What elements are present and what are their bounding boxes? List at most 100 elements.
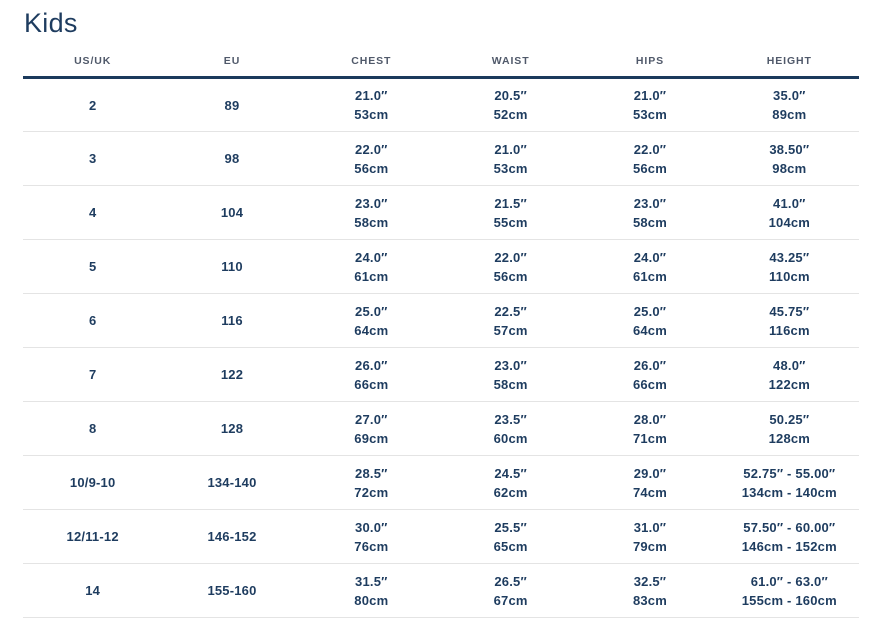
table-row: 10/9-10 134-140 28.5″ 72cm 24.5″ 62cm 29… bbox=[23, 455, 859, 510]
waist-cm-value: 53cm bbox=[493, 160, 528, 176]
cell-us-uk: 12/11-12 bbox=[23, 509, 163, 564]
hips-inches-value: 29.0″ bbox=[633, 465, 667, 481]
hips-inches-value: 21.0″ bbox=[633, 88, 667, 103]
cell-us-uk: 14 bbox=[23, 563, 163, 618]
table-row: 2 89 21.0″ 53cm 20.5″ 52cm 21.0″ 53cm 35… bbox=[23, 77, 859, 132]
cell-eu: 134-140 bbox=[162, 455, 302, 510]
cell-us-uk: 4 bbox=[23, 185, 163, 240]
eu-value: 122 bbox=[220, 367, 244, 382]
eu-value: 104 bbox=[220, 205, 244, 220]
cell-chest: 23.0″ 58cm bbox=[301, 185, 441, 240]
chest-inches-value: 25.0″ bbox=[355, 303, 388, 319]
table-row: 6 116 25.0″ 64cm 22.5″ 57cm 25.0″ 64cm 4… bbox=[23, 293, 859, 348]
us-uk-value: 12/11-12 bbox=[66, 529, 119, 544]
waist-cm-value: 57cm bbox=[493, 322, 528, 338]
cell-waist: 26.5″ 67cm bbox=[440, 563, 581, 618]
column-header-us-uk: US/UK bbox=[23, 55, 163, 79]
waist-inches-value: 21.5″ bbox=[494, 195, 527, 211]
height-inches-value: 45.75″ bbox=[769, 303, 810, 319]
table-header: US/UK EU CHEST WAIST HIPS HEIGHT bbox=[23, 55, 859, 79]
waist-cm-value: 56cm bbox=[493, 268, 528, 284]
waist-inches-value: 24.5″ bbox=[494, 465, 527, 481]
us-uk-value: 14 bbox=[85, 583, 101, 598]
cell-waist: 23.5″ 60cm bbox=[440, 401, 581, 456]
table-row: 14 155-160 31.5″ 80cm 26.5″ 67cm 32.5″ 8… bbox=[23, 563, 859, 618]
height-cm-value: 155cm - 160cm bbox=[741, 592, 837, 608]
chest-inches-value: 24.0″ bbox=[355, 249, 388, 265]
cell-chest: 21.0″ 53cm bbox=[301, 77, 441, 132]
cell-us-uk: 10/9-10 bbox=[23, 455, 163, 510]
us-uk-value: 3 bbox=[88, 151, 97, 166]
cell-height: 52.75″ - 55.00″ 134cm - 140cm bbox=[719, 455, 859, 510]
us-uk-value: 7 bbox=[88, 367, 97, 382]
table-header-row: US/UK EU CHEST WAIST HIPS HEIGHT bbox=[23, 55, 859, 79]
table-row: 7 122 26.0″ 66cm 23.0″ 58cm 26.0″ 66cm 4… bbox=[23, 347, 859, 402]
height-inches-value: 52.75″ - 55.00″ bbox=[743, 465, 836, 481]
cell-hips: 25.0″ 64cm bbox=[580, 293, 720, 348]
chest-cm-value: 56cm bbox=[354, 160, 389, 176]
cell-waist: 20.5″ 52cm bbox=[440, 77, 581, 132]
height-cm-value: 128cm bbox=[768, 430, 811, 446]
us-uk-value: 6 bbox=[88, 313, 97, 328]
eu-value: 146-152 bbox=[207, 529, 257, 544]
cell-eu: 122 bbox=[162, 347, 302, 402]
chest-inches-value: 27.0″ bbox=[355, 411, 388, 427]
height-cm-value: 89cm bbox=[772, 107, 807, 122]
cell-height: 48.0″ 122cm bbox=[719, 347, 859, 402]
hips-cm-value: 58cm bbox=[632, 214, 667, 230]
height-inches-value: 41.0″ bbox=[773, 195, 806, 211]
cell-waist: 25.5″ 65cm bbox=[440, 509, 581, 564]
cell-eu: 110 bbox=[162, 239, 302, 294]
eu-value: 98 bbox=[224, 151, 240, 166]
column-header-height: HEIGHT bbox=[719, 55, 859, 79]
cell-height: 38.50″ 98cm bbox=[719, 131, 859, 186]
cell-eu: 146-152 bbox=[162, 509, 302, 564]
cell-chest: 25.0″ 64cm bbox=[301, 293, 441, 348]
waist-inches-value: 25.5″ bbox=[494, 519, 527, 535]
chest-cm-value: 53cm bbox=[354, 107, 389, 122]
column-header-eu: EU bbox=[162, 55, 302, 79]
waist-inches-value: 20.5″ bbox=[494, 88, 527, 103]
cell-us-uk: 6 bbox=[23, 293, 163, 348]
cell-hips: 26.0″ 66cm bbox=[580, 347, 720, 402]
table-row: 12/11-12 146-152 30.0″ 76cm 25.5″ 65cm 3… bbox=[23, 509, 859, 564]
cell-height: 45.75″ 116cm bbox=[719, 293, 859, 348]
hips-cm-value: 74cm bbox=[632, 484, 667, 500]
size-chart-page: Kids US/UK EU CHEST WAIST HIPS HEIGHT 2 … bbox=[0, 8, 892, 622]
cell-height: 43.25″ 110cm bbox=[719, 239, 859, 294]
cell-hips: 28.0″ 71cm bbox=[580, 401, 720, 456]
waist-inches-value: 23.5″ bbox=[494, 411, 527, 427]
cell-us-uk: 5 bbox=[23, 239, 163, 294]
waist-inches-value: 26.5″ bbox=[494, 573, 527, 589]
cell-chest: 26.0″ 66cm bbox=[301, 347, 441, 402]
height-inches-value: 43.25″ bbox=[769, 249, 810, 265]
cell-chest: 31.5″ 80cm bbox=[301, 563, 441, 618]
hips-cm-value: 53cm bbox=[632, 107, 667, 122]
cell-eu: 98 bbox=[162, 131, 302, 186]
cell-us-uk: 2 bbox=[23, 77, 163, 132]
cell-height: 57.50″ - 60.00″ 146cm - 152cm bbox=[719, 509, 859, 564]
cell-waist: 23.0″ 58cm bbox=[440, 347, 581, 402]
hips-inches-value: 32.5″ bbox=[633, 573, 667, 589]
cell-waist: 22.0″ 56cm bbox=[440, 239, 581, 294]
hips-cm-value: 79cm bbox=[632, 538, 667, 554]
waist-cm-value: 60cm bbox=[493, 430, 528, 446]
height-cm-value: 116cm bbox=[768, 322, 810, 338]
waist-inches-value: 22.0″ bbox=[494, 249, 527, 265]
cell-chest: 30.0″ 76cm bbox=[301, 509, 441, 564]
kids-size-table: US/UK EU CHEST WAIST HIPS HEIGHT 2 89 21… bbox=[23, 55, 859, 618]
chest-inches-value: 22.0″ bbox=[355, 141, 388, 157]
us-uk-value: 8 bbox=[88, 421, 97, 436]
chest-cm-value: 76cm bbox=[354, 538, 389, 554]
height-cm-value: 110cm bbox=[768, 268, 810, 284]
cell-eu: 155-160 bbox=[162, 563, 302, 618]
cell-eu: 128 bbox=[162, 401, 302, 456]
waist-cm-value: 67cm bbox=[493, 592, 528, 608]
height-inches-value: 38.50″ bbox=[769, 141, 810, 157]
cell-eu: 116 bbox=[162, 293, 302, 348]
waist-inches-value: 21.0″ bbox=[494, 141, 527, 157]
chest-cm-value: 58cm bbox=[354, 214, 389, 230]
eu-value: 110 bbox=[221, 259, 243, 274]
cell-chest: 27.0″ 69cm bbox=[301, 401, 441, 456]
height-cm-value: 104cm bbox=[768, 214, 811, 230]
